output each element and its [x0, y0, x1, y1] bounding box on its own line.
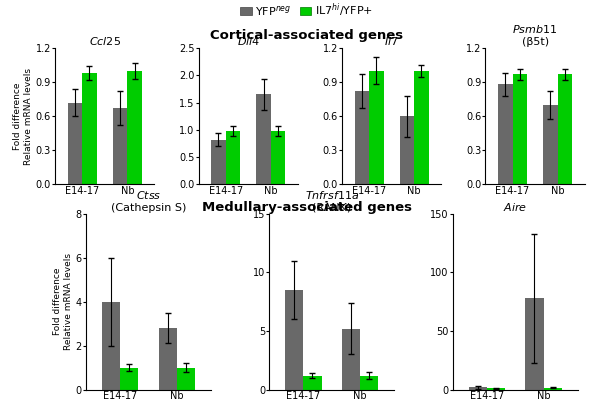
- Bar: [512, 74, 527, 184]
- Text: Medullary-associated genes: Medullary-associated genes: [202, 201, 411, 214]
- Bar: [369, 71, 384, 184]
- Bar: [487, 388, 505, 390]
- Bar: [558, 74, 572, 184]
- Bar: [256, 95, 271, 184]
- Bar: [128, 71, 142, 184]
- Y-axis label: Fold difference
Relative mRNA levels: Fold difference Relative mRNA levels: [13, 68, 33, 165]
- Bar: [120, 368, 138, 390]
- Bar: [102, 302, 120, 390]
- Title: $\mathit{Tnfrsf11a}$
(RANK): $\mathit{Tnfrsf11a}$ (RANK): [305, 189, 359, 213]
- Bar: [543, 105, 558, 184]
- Bar: [468, 387, 487, 390]
- Bar: [68, 103, 82, 184]
- Legend: YFP$^{neg}$, IL7$^{hi}$/YFP+: YFP$^{neg}$, IL7$^{hi}$/YFP+: [236, 0, 377, 24]
- Y-axis label: Fold difference
Relative mRNA levels: Fold difference Relative mRNA levels: [53, 253, 72, 350]
- Bar: [498, 85, 512, 184]
- Bar: [285, 290, 303, 390]
- Bar: [360, 375, 378, 390]
- Title: $\mathit{Aire}$: $\mathit{Aire}$: [503, 201, 527, 213]
- Title: $\mathit{Dll4}$: $\mathit{Dll4}$: [237, 36, 260, 47]
- Title: $\mathit{Ctss}$
(Cathepsin S): $\mathit{Ctss}$ (Cathepsin S): [111, 189, 186, 213]
- Bar: [82, 73, 97, 184]
- Bar: [226, 131, 240, 184]
- Bar: [177, 368, 195, 390]
- Bar: [400, 116, 414, 184]
- Bar: [414, 71, 428, 184]
- Bar: [159, 328, 177, 390]
- Bar: [113, 109, 128, 184]
- Bar: [355, 91, 369, 184]
- Bar: [211, 140, 226, 184]
- Bar: [303, 375, 322, 390]
- Bar: [342, 328, 360, 390]
- Title: $\mathit{Ccl25}$: $\mathit{Ccl25}$: [89, 36, 121, 47]
- Bar: [544, 388, 562, 390]
- Text: Cortical-associated genes: Cortical-associated genes: [210, 29, 403, 42]
- Title: $\mathit{Il7}$: $\mathit{Il7}$: [384, 36, 399, 47]
- Title: $\mathit{Psmb11}$
(β5t): $\mathit{Psmb11}$ (β5t): [512, 23, 558, 47]
- Bar: [525, 298, 544, 390]
- Bar: [271, 131, 285, 184]
